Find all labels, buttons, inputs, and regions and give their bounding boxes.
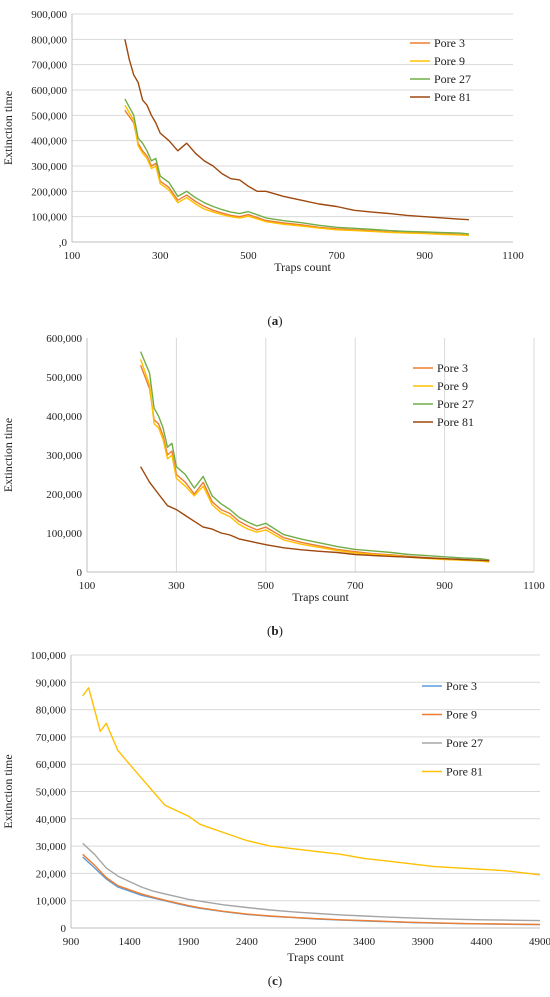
y-tick-label: 100,000 (31, 212, 67, 224)
chart-caption: (c) (268, 973, 282, 988)
y-tick-label: 100,000 (46, 528, 82, 540)
y-tick-label: 50,000 (36, 787, 67, 799)
series-line-pore-27 (82, 842, 541, 922)
series-line-pore-27 (124, 98, 469, 235)
legend-label: Pore 3 (446, 679, 477, 693)
series-line-pore-9 (82, 853, 541, 926)
y-tick-label: 100,000 (30, 650, 66, 662)
y-tick-label: 10,000 (36, 896, 67, 908)
x-tick-label: 1400 (119, 936, 142, 948)
series-line-pore-27 (139, 351, 490, 561)
series-line-pore-9 (124, 104, 469, 237)
x-tick-label: 300 (152, 250, 169, 262)
legend-label: Pore 27 (446, 736, 483, 750)
y-axis-title: Extinction time (1, 91, 15, 165)
y-tick-label: 60,000 (36, 759, 67, 771)
series-line-pore-81 (82, 687, 541, 876)
y-tick-label: 600,000 (31, 85, 67, 97)
x-tick-label: 100 (64, 250, 81, 262)
x-tick-label: 4400 (470, 936, 493, 948)
x-tick-label: 900 (417, 250, 434, 262)
y-tick-label: 400,000 (46, 411, 82, 423)
legend-label: Pore 27 (437, 397, 474, 411)
x-tick-label: 500 (240, 250, 257, 262)
chart-b: 0 100,000 200,000 300,000 400,000 500,000 600,… (1, 333, 545, 638)
y-tick-label: 400,000 (31, 136, 67, 148)
y-axis-title: Extinction time (1, 418, 15, 492)
x-tick-label: 100 (79, 580, 96, 592)
y-tick-label: 90,000 (36, 677, 67, 689)
y-tick-label: 30,000 (36, 841, 67, 853)
legend-label: Pore 3 (437, 361, 468, 375)
y-tick-label: ,0 (59, 237, 68, 249)
y-tick-label: 500,000 (46, 372, 82, 384)
x-tick-label: 1100 (523, 580, 545, 592)
legend-label: Pore 3 (434, 36, 465, 50)
y-tick-label: 500,000 (31, 110, 67, 122)
y-axis-title: Extinction time (1, 754, 15, 828)
x-tick-label: 4900 (529, 936, 550, 948)
y-tick-label: 0 (61, 923, 67, 935)
legend-label: Pore 27 (434, 72, 471, 86)
x-axis-title: Traps count (292, 590, 349, 604)
y-tick-label: 200,000 (46, 489, 82, 501)
x-tick-label: 1900 (177, 936, 200, 948)
chart-caption: (a) (267, 313, 282, 328)
chart-caption: (b) (267, 623, 283, 638)
x-tick-label: 300 (168, 580, 185, 592)
y-tick-label: 40,000 (36, 814, 67, 826)
y-tick-label: 300,000 (31, 161, 67, 173)
series-line-pore-81 (139, 466, 490, 562)
legend-label: Pore 81 (434, 90, 471, 104)
y-tick-label: 700,000 (31, 60, 67, 72)
legend-label: Pore 81 (437, 415, 474, 429)
x-tick-label: 3400 (353, 936, 376, 948)
legend-label: Pore 9 (446, 708, 477, 722)
x-tick-label: 700 (347, 580, 364, 592)
x-tick-label: 3900 (412, 936, 435, 948)
legend-label: Pore 9 (437, 379, 468, 393)
x-axis-title: Traps count (274, 260, 331, 274)
series-line-pore-3 (139, 365, 490, 562)
x-tick-label: 2900 (295, 936, 318, 948)
x-tick-label: 700 (328, 250, 345, 262)
y-tick-label: 70,000 (36, 732, 67, 744)
y-tick-label: 80,000 (36, 705, 67, 717)
x-tick-label: 900 (436, 580, 453, 592)
x-tick-label: 900 (63, 936, 80, 948)
x-tick-label: 500 (258, 580, 275, 592)
y-tick-label: 0 (77, 567, 83, 579)
chart-c: 0 10,000 20,000 30,000 40,000 50,000 60,000 70,… (1, 650, 550, 988)
y-tick-label: 800,000 (31, 34, 67, 46)
y-tick-label: 20,000 (36, 868, 67, 880)
y-tick-label: 300,000 (46, 450, 82, 462)
x-tick-label: 1100 (502, 250, 524, 262)
legend-label: Pore 81 (446, 765, 483, 779)
y-tick-label: 200,000 (31, 186, 67, 198)
legend-label: Pore 9 (434, 54, 465, 68)
y-tick-label: 900,000 (31, 9, 67, 21)
x-tick-label: 2400 (236, 936, 259, 948)
x-axis-title: Traps count (287, 950, 344, 964)
chart-a: ,0 100,000 200,000 300,000 400,000 500,000 600… (1, 9, 524, 328)
series-line-pore-81 (124, 39, 469, 221)
y-tick-label: 600,000 (46, 333, 82, 345)
